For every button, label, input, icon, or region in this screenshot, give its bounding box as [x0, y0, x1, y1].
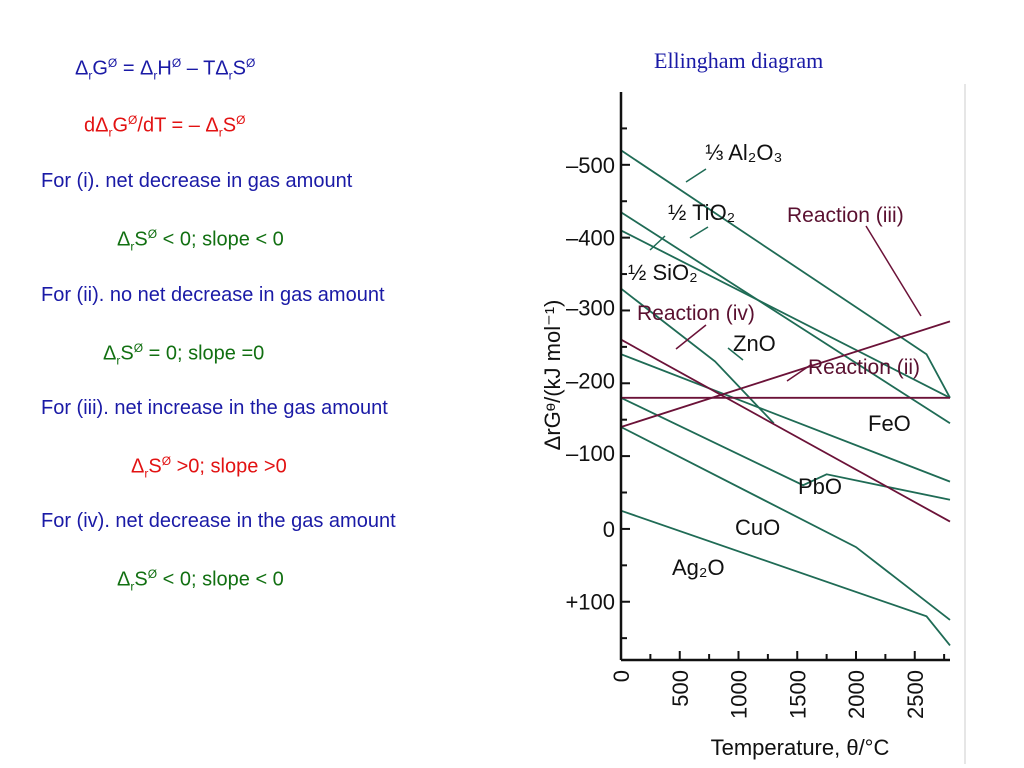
gibbs-equation: ΔrGØ = ΔrHØ – TΔrSØ	[75, 56, 256, 83]
x-tick-label: 1500	[785, 670, 810, 719]
series-label-8: Reaction (iii)	[787, 204, 904, 227]
series-leader-0	[685, 168, 707, 183]
case-ii-condition: ΔrSØ = 0; slope =0	[103, 341, 265, 368]
series-label-3: ZnO	[733, 331, 776, 356]
series-leader-2	[649, 235, 666, 251]
x-tick-label: 2500	[903, 670, 928, 719]
case-iv-text: For (iv). net decrease in the gas amount	[41, 510, 396, 532]
x-tick-label: 1000	[727, 670, 752, 719]
series-label-5: PbO	[798, 474, 842, 499]
series-line-3	[620, 287, 775, 424]
case-i-condition: ΔrSØ < 0; slope < 0	[117, 227, 284, 254]
x-tick-label: 2000	[844, 670, 869, 719]
series-line-8	[620, 320, 951, 428]
x-axis-title: Temperature, θ/°C	[711, 735, 890, 760]
series-label-1: ½ TiO₂	[668, 200, 735, 225]
y-tick-label: –300	[566, 295, 615, 320]
y-tick-label: –400	[566, 226, 615, 251]
series-line-1	[620, 211, 951, 425]
series-label-7: Ag₂O	[672, 555, 725, 580]
y-tick-label: +100	[565, 590, 615, 615]
y-tick-label: –100	[566, 441, 615, 466]
x-tick-label: 0	[609, 670, 634, 682]
y-tick-label: 0	[603, 517, 615, 542]
y-axis-title: ΔrGᶱ/(kJ mol⁻¹)	[540, 300, 565, 451]
series-label-10: Reaction (ii)	[808, 356, 920, 379]
series-line-0	[620, 149, 951, 399]
series-label-9: Reaction (iv)	[637, 302, 755, 325]
case-i-text: For (i). net decrease in gas amount	[41, 170, 353, 192]
series-line-7	[620, 509, 951, 646]
case-ii-text: For (ii). no net decrease in gas amount	[41, 284, 385, 306]
chart-panel-edge	[964, 84, 966, 764]
series-line-4	[620, 353, 951, 483]
series-leader-9	[675, 324, 707, 350]
series-leader-10	[786, 363, 813, 382]
series-label-2: ½ SiO₂	[628, 260, 698, 285]
series-label-4: FeO	[868, 411, 911, 436]
case-iii-text: For (iii). net increase in the gas amoun…	[41, 397, 388, 419]
case-iii-condition: ΔrSØ >0; slope >0	[131, 454, 287, 481]
slope-equation: dΔrGØ/dT = – ΔrSØ	[84, 113, 246, 140]
x-tick-label: 500	[668, 670, 693, 707]
case-iv-condition: ΔrSØ < 0; slope < 0	[117, 567, 284, 594]
series-line-2	[620, 229, 951, 399]
series-label-0: ⅓ Al₂O₃	[705, 140, 782, 165]
series-leader-3	[727, 347, 744, 361]
series-leader-8	[865, 225, 922, 317]
chart-title: Ellingham diagram	[654, 48, 824, 73]
series-label-6: CuO	[735, 515, 780, 540]
series-line-6	[620, 426, 951, 621]
series-line-9	[620, 338, 951, 523]
y-tick-label: –200	[566, 368, 615, 393]
series-leader-1	[689, 226, 709, 239]
y-tick-label: –500	[566, 153, 615, 178]
